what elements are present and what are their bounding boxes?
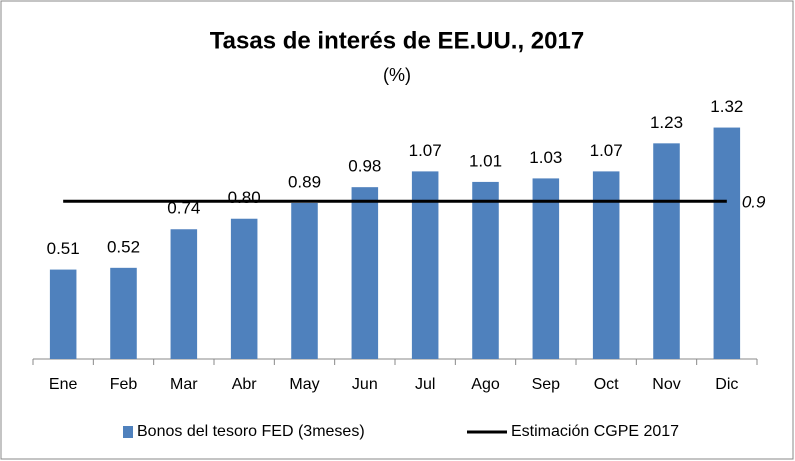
bar <box>230 218 258 359</box>
value-label: 1.03 <box>529 148 562 167</box>
x-tick-label: Sep <box>532 376 561 393</box>
chart-title: Tasas de interés de EE.UU., 2017 <box>210 27 584 54</box>
bar <box>110 267 137 359</box>
value-label: 0.74 <box>167 199 200 218</box>
bar <box>472 181 499 359</box>
chart-subtitle: (%) <box>383 65 411 85</box>
x-tick-label: Nov <box>652 376 680 393</box>
x-tick-label: Mar <box>170 376 198 393</box>
value-label: 1.23 <box>650 113 683 132</box>
x-tick-label: Ago <box>471 376 500 393</box>
x-tick-label: Jul <box>415 376 435 393</box>
bar <box>291 202 318 359</box>
reference-label: 0.9 <box>742 193 766 212</box>
value-label: 0.52 <box>107 237 140 256</box>
value-label: 1.32 <box>710 97 743 116</box>
value-label: 1.07 <box>409 141 442 160</box>
bar <box>532 178 560 359</box>
bar <box>170 229 198 359</box>
value-label: 0.89 <box>288 172 321 191</box>
x-tick-label: Ene <box>49 376 78 393</box>
bar <box>592 171 620 359</box>
value-label: 0.51 <box>47 239 80 258</box>
x-tick-label: Oct <box>594 376 619 393</box>
x-tick-label: Jun <box>352 376 378 393</box>
legend-label: Estimación CGPE 2017 <box>511 423 679 440</box>
legend-swatch <box>123 426 133 438</box>
bar <box>351 187 379 359</box>
value-label: 1.07 <box>590 141 623 160</box>
bar <box>653 143 680 359</box>
bar <box>49 269 77 359</box>
bar <box>713 127 741 359</box>
value-label: 0.80 <box>228 188 261 207</box>
x-tick-label: May <box>289 376 319 393</box>
value-label: 1.01 <box>469 151 502 170</box>
x-tick-label: Dic <box>715 376 738 393</box>
value-label: 0.98 <box>348 157 381 176</box>
legend-label: Bonos del tesoro FED (3meses) <box>137 423 365 440</box>
x-tick-label: Abr <box>232 376 258 393</box>
x-tick-label: Feb <box>110 376 138 393</box>
bar <box>411 171 439 359</box>
